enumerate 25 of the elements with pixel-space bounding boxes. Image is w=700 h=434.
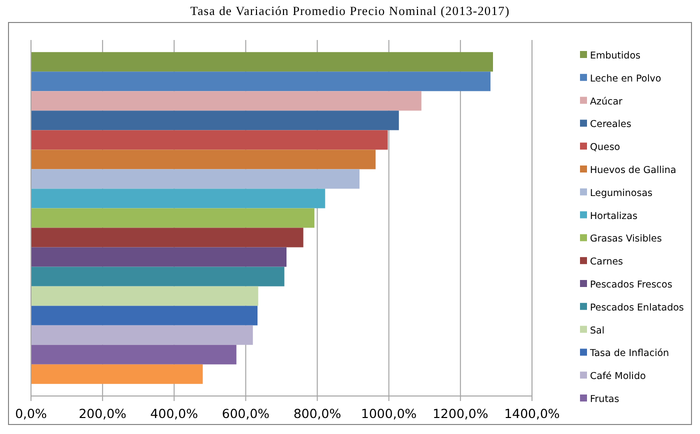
legend-label: Leguminosas [590, 188, 653, 199]
legend-label: Pescados Frescos [590, 280, 672, 290]
x-tick-label: 1200,0% [432, 406, 488, 421]
legend-label: Huevos de Gallina [590, 165, 676, 176]
x-tick-label: 600,0% [222, 406, 270, 421]
x-tick-label: 0,0% [15, 406, 47, 421]
legend-label: Carnes [590, 256, 624, 268]
legend-label: Queso [590, 142, 620, 154]
x-tick-label: 400,0% [150, 406, 198, 421]
legend-label: Hortalizas [590, 210, 638, 222]
legend-label: Cereales [590, 119, 632, 130]
legend-label: Tasa de Inflación [589, 348, 670, 360]
legend-label: Sal [590, 325, 604, 336]
chart-title: Tasa de Variación Promedio Precio Nominal (2013-2017) [190, 4, 510, 18]
legend-label: Leche en Polvo [590, 73, 662, 84]
legend-label: Grasas Visibles [590, 234, 662, 245]
legend-label: Azúcar [590, 96, 623, 108]
legend-label: Frutas [590, 394, 620, 405]
x-tick-label: 1400,0% [504, 406, 560, 421]
x-tick-label: 800,0% [293, 406, 342, 421]
legend-label: Embutidos [590, 50, 641, 62]
legend-label: Café Molido [590, 371, 646, 382]
legend-label: Pescados Enlatados [590, 302, 684, 314]
x-tick-label: 1000,0% [361, 406, 417, 421]
x-tick-label: 200,0% [78, 406, 127, 421]
